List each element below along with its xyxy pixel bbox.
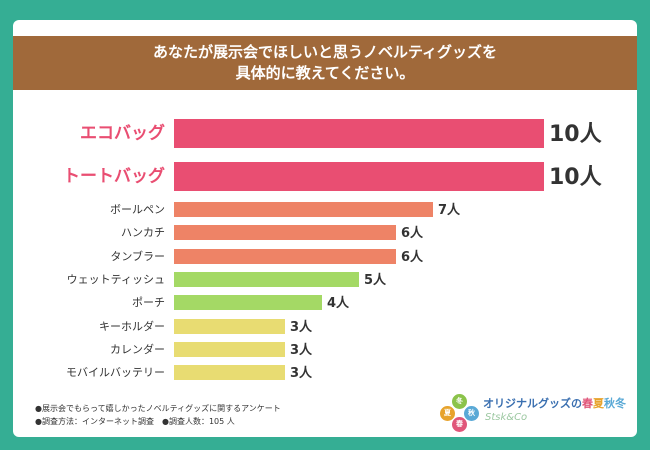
value-label-5: 6人 (401, 249, 424, 265)
value-label-8: 3人 (290, 319, 313, 335)
bar-10 (174, 365, 285, 380)
bar-5 (174, 249, 396, 264)
logo-season-spring: 春 (582, 397, 593, 410)
category-label-2: トートバッグ (63, 166, 165, 187)
logo-title-prefix: オリジナルグッズの (483, 397, 582, 410)
title-line-1: あなたが展示会でほしいと思うノベルティグッズを (152, 43, 498, 61)
title-banner: あなたが展示会でほしいと思うノベルティグッズを 具体的に教えてください。 (13, 36, 637, 90)
footnote-method: ●調査方法：インターネット調査 ●調査人数：105 人 (35, 417, 235, 426)
logo-season-winter: 冬 (615, 397, 626, 410)
logo-circle-winter: 冬 (452, 394, 467, 409)
value-label-6: 5人 (364, 272, 387, 288)
category-label-6: ウェットティッシュ (67, 273, 165, 286)
category-label-8: キーホルダー (99, 319, 165, 333)
value-label-4: 6人 (401, 225, 424, 241)
value-label-1: 10人 (549, 122, 602, 147)
bar-9 (174, 342, 285, 357)
value-label-3: 7人 (438, 202, 461, 218)
bar-6 (174, 272, 359, 287)
bar-1 (174, 119, 544, 148)
bar-4 (174, 225, 396, 240)
category-label-5: タンブラー (110, 249, 165, 263)
value-label-10: 3人 (290, 365, 313, 381)
bar-3 (174, 202, 433, 217)
logo-circle-autumn: 秋 (464, 406, 479, 421)
logo-subtitle: Stsk&Co (485, 412, 528, 423)
logo-circle-summer: 夏 (440, 406, 455, 421)
bar-8 (174, 319, 285, 334)
logo-season-autumn: 秋 (604, 397, 615, 410)
logo-title: オリジナルグッズの春夏秋冬 (483, 395, 626, 411)
bar-2 (174, 162, 544, 191)
category-label-9: カレンダー (110, 342, 165, 356)
chart-card: あなたが展示会でほしいと思うノベルティグッズを 具体的に教えてください。 エコバ… (13, 20, 637, 437)
logo-season-summer: 夏 (593, 397, 604, 410)
value-label-2: 10人 (549, 165, 602, 190)
category-label-10: モバイルバッテリー (66, 366, 165, 379)
category-label-7: ポーチ (132, 296, 165, 309)
logo-mark: 冬 夏 秋 春 (440, 394, 480, 434)
value-label-7: 4人 (327, 295, 350, 311)
category-label-4: ハンカチ (121, 226, 165, 239)
logo-circle-spring: 春 (452, 417, 467, 432)
title-line-2: 具体的に教えてください。 (235, 64, 415, 82)
category-label-3: ボールペン (110, 203, 165, 216)
category-label-1: エコバッグ (80, 123, 165, 144)
footnote-survey: ●展示会でもらって嬉しかったノベルティグッズに関するアンケート (35, 404, 281, 413)
bar-7 (174, 295, 322, 310)
value-label-9: 3人 (290, 342, 313, 358)
